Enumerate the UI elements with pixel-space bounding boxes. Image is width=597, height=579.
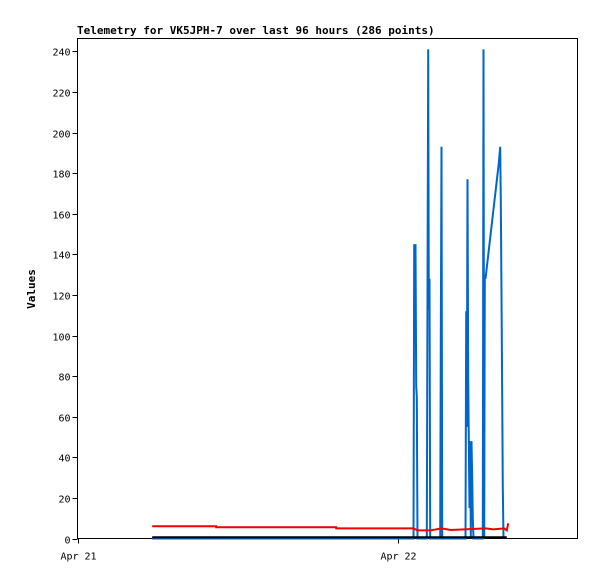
y-tick-label: 60 (58, 414, 70, 425)
y-tick-label: 40 (58, 454, 70, 465)
series-line (152, 49, 505, 540)
chart-title: Telemetry for VK5JPH-7 over last 96 hour… (77, 24, 435, 37)
y-axis-label: Values (25, 269, 38, 309)
y-tick-label: 80 (58, 373, 70, 384)
y-tick-label: 120 (52, 292, 70, 303)
x-axis: Apr 21 Apr 22 (60, 538, 417, 563)
y-tick-label: 0 (64, 536, 70, 547)
plot-frame (77, 38, 578, 539)
y-tick-label: 220 (52, 89, 70, 100)
y-tick-label: 180 (52, 170, 70, 181)
y-tick-label: 100 (52, 333, 70, 344)
y-tick-label: 20 (58, 495, 70, 506)
series-line (152, 523, 510, 533)
x-tick-label: Apr 22 (380, 552, 416, 563)
y-axis: 0 20 40 60 80 100 120 140 160 180 200 220 240 (52, 48, 78, 547)
y-tick-label: 140 (52, 251, 70, 262)
y-tick-label: 200 (52, 130, 70, 141)
series-layer (152, 49, 510, 540)
x-tick-label: Apr 21 (60, 552, 96, 563)
y-tick-label: 160 (52, 211, 70, 222)
y-tick-label: 240 (52, 48, 70, 59)
